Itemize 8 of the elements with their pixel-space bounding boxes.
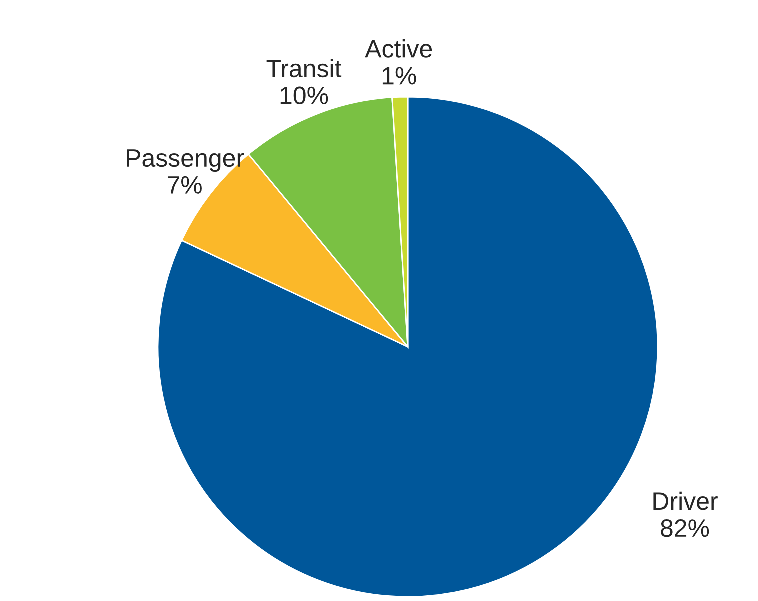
slice-label: Passenger xyxy=(127,150,244,172)
data-label: 82% xyxy=(661,519,710,538)
slice-label: Active xyxy=(365,40,432,58)
data-label: 10% xyxy=(280,86,328,105)
slice-label: Driver xyxy=(654,492,718,510)
slice-label: Transit xyxy=(266,59,342,78)
data-label: 1% xyxy=(382,67,416,85)
data-label: 7% xyxy=(168,176,202,194)
